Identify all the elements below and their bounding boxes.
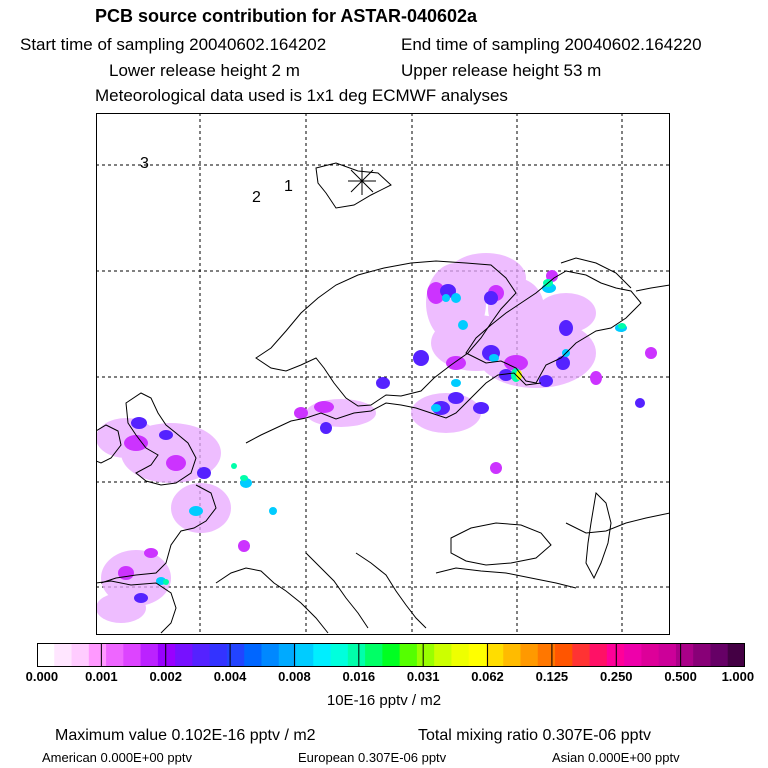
legend-color-cell <box>624 643 642 667</box>
legend-color-cell <box>727 643 745 667</box>
legend-color-cell <box>244 643 262 667</box>
legend-tick-label: 0.002 <box>149 669 182 684</box>
legend-tick-label: 0.016 <box>342 669 376 684</box>
asian-value: Asian 0.000E+00 pptv <box>552 750 680 765</box>
legend-color-cell <box>693 643 711 667</box>
legend-color-cell <box>658 643 677 667</box>
legend-color-cell <box>313 643 332 667</box>
legend-tick-label: 0.250 <box>599 669 633 684</box>
legend-color-cell <box>485 643 504 667</box>
legend-color-cell <box>192 643 211 667</box>
maximum-value: Maximum value 0.102E-16 pptv / m2 <box>55 727 316 744</box>
pole-marker <box>348 167 376 195</box>
legend-color-cell <box>140 643 159 667</box>
lower-height-label: Lower release height 2 m <box>109 61 300 80</box>
legend-color-cell <box>675 643 694 667</box>
legend-color-cell <box>296 643 314 667</box>
end-time-label: End time of sampling 20040602.164220 <box>401 35 702 54</box>
legend-color-cell <box>382 643 401 667</box>
legend-color-cell <box>468 643 487 667</box>
plume-field <box>96 253 657 623</box>
legend-tick-label: 0.004 <box>213 669 247 684</box>
legend-tick-label: 0.125 <box>535 669 569 684</box>
map-grid <box>96 113 670 635</box>
pole-label-1: 1 <box>284 178 293 195</box>
legend-color-cell <box>572 643 591 667</box>
concentration-map: 3 2 1 <box>96 113 670 635</box>
legend-color-cell <box>278 643 297 667</box>
legend-color-cell <box>520 643 539 667</box>
total-mixing-ratio: Total mixing ratio 0.307E-06 pptv <box>418 727 652 744</box>
legend-tick-label: 0.001 <box>85 669 118 684</box>
legend-units: 10E-16 pptv / m2 <box>326 692 442 709</box>
legend-color-cell <box>537 643 556 667</box>
american-value: American 0.000E+00 pptv <box>42 750 192 765</box>
legend-color-cell <box>123 643 142 667</box>
legend-tick-label: 0.008 <box>278 669 311 684</box>
legend-color-cell <box>54 643 73 667</box>
legend-color-cell <box>416 643 435 667</box>
legend-color-cell <box>434 643 452 667</box>
legend-color-cell <box>226 643 245 667</box>
legend-color-cell <box>37 643 55 667</box>
legend-color-cell <box>157 643 176 667</box>
pole-label-2: 2 <box>252 189 261 206</box>
legend-tick-label: 0.500 <box>664 669 697 684</box>
met-data-label: Meteorological data used is 1x1 deg ECMW… <box>95 86 508 105</box>
legend-color-cell <box>365 643 383 667</box>
legend-color-cell <box>641 643 660 667</box>
legend-color-cell <box>330 643 349 667</box>
legend-color-cell <box>347 643 366 667</box>
legend-color-cell <box>451 643 470 667</box>
legend-color-cell <box>503 643 522 667</box>
legend-color-cell <box>589 643 608 667</box>
legend-color-cell <box>71 643 90 667</box>
legend-color-cell <box>106 643 124 667</box>
legend-tick-label: 0.000 <box>25 669 59 684</box>
legend-color-cell <box>606 643 625 667</box>
legend-tick-label: 0.031 <box>406 669 440 684</box>
legend-tick-label: 0.062 <box>471 669 504 684</box>
legend-color-cell <box>399 643 418 667</box>
upper-height-label: Upper release height 53 m <box>401 61 602 80</box>
start-time-label: Start time of sampling 20040602.164202 <box>20 35 327 54</box>
legend-color-cell <box>555 643 573 667</box>
legend-color-cell <box>261 643 280 667</box>
pole-label-3: 3 <box>140 155 149 172</box>
legend-tick-label: 1.000 <box>721 669 755 684</box>
map-frame <box>96 113 670 635</box>
color-legend <box>37 643 745 667</box>
european-value: European 0.307E-06 pptv <box>298 750 447 765</box>
plot-title: PCB source contribution for ASTAR-040602… <box>95 6 478 26</box>
coastlines <box>96 162 670 634</box>
legend-color-cell <box>710 643 729 667</box>
legend-color-cell <box>209 643 228 667</box>
legend-color-cell <box>88 643 107 667</box>
legend-color-cell <box>175 643 193 667</box>
